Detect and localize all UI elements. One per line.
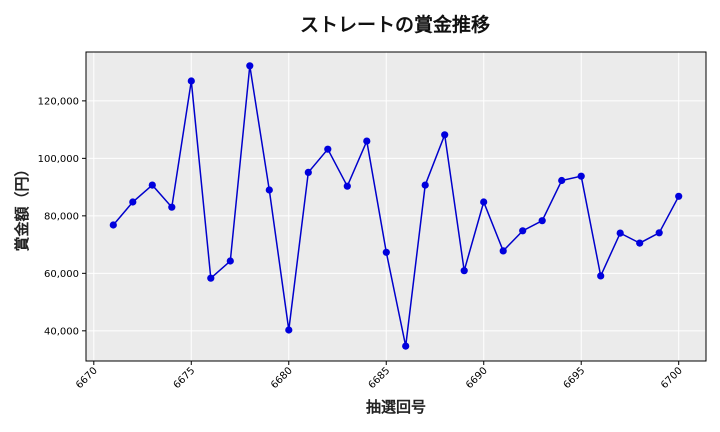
data-point: [499, 247, 507, 255]
data-point: [616, 229, 624, 237]
data-points: [109, 62, 683, 350]
data-point: [636, 239, 644, 247]
series-line: [112, 65, 680, 347]
y-axis-label: 賞金額（円）: [13, 161, 31, 251]
data-point: [538, 217, 546, 225]
x-tick-label: 6700: [659, 365, 685, 391]
plot-area: [86, 52, 706, 361]
data-point: [304, 168, 312, 176]
y-tick-label: 80,000: [44, 211, 79, 222]
data-point: [343, 182, 351, 190]
data-point: [480, 198, 488, 206]
data-point: [226, 257, 234, 265]
y-tick-label: 120,000: [38, 96, 79, 107]
data-point: [558, 176, 566, 185]
x-tick-label: 6695: [562, 365, 588, 391]
data-point: [577, 172, 585, 180]
data-point: [324, 145, 332, 153]
chart-title: ストレートの賞金推移: [299, 14, 490, 36]
x-tick-label: 6685: [367, 365, 393, 391]
y-tick-label: 60,000: [44, 269, 79, 280]
x-axis-label: 抽選回号: [366, 398, 426, 416]
data-point: [168, 203, 176, 211]
data-point: [382, 248, 390, 256]
data-point: [675, 192, 683, 200]
data-point: [148, 181, 156, 189]
data-point: [187, 77, 195, 85]
x-tick-label: 6690: [464, 365, 490, 391]
data-point: [421, 181, 429, 189]
data-point: [519, 227, 527, 235]
x-tick-label: 6670: [74, 365, 100, 391]
data-point: [129, 198, 137, 206]
data-point: [207, 274, 215, 282]
data-point: [655, 229, 663, 237]
data-point: [597, 272, 605, 280]
data-point: [402, 342, 410, 350]
x-tick-label: 6675: [172, 365, 198, 391]
x-axis-ticks: 6670 6675 6680 6685 6690 6695 6700: [74, 361, 685, 391]
data-point: [109, 221, 117, 229]
data-point: [246, 62, 254, 70]
data-point: [441, 131, 449, 139]
y-tick-label: 40,000: [44, 326, 79, 337]
grid: [86, 52, 706, 361]
data-point: [265, 186, 273, 194]
data-point: [285, 326, 293, 334]
data-point: [460, 267, 468, 275]
y-tick-label: 100,000: [38, 154, 79, 165]
plot-frame: [85, 51, 707, 362]
axes: [85, 51, 707, 362]
y-axis-ticks: 40,000 60,000 80,000 100,000 120,000: [38, 96, 86, 337]
data-point: [363, 137, 371, 145]
x-tick-label: 6680: [269, 365, 295, 391]
